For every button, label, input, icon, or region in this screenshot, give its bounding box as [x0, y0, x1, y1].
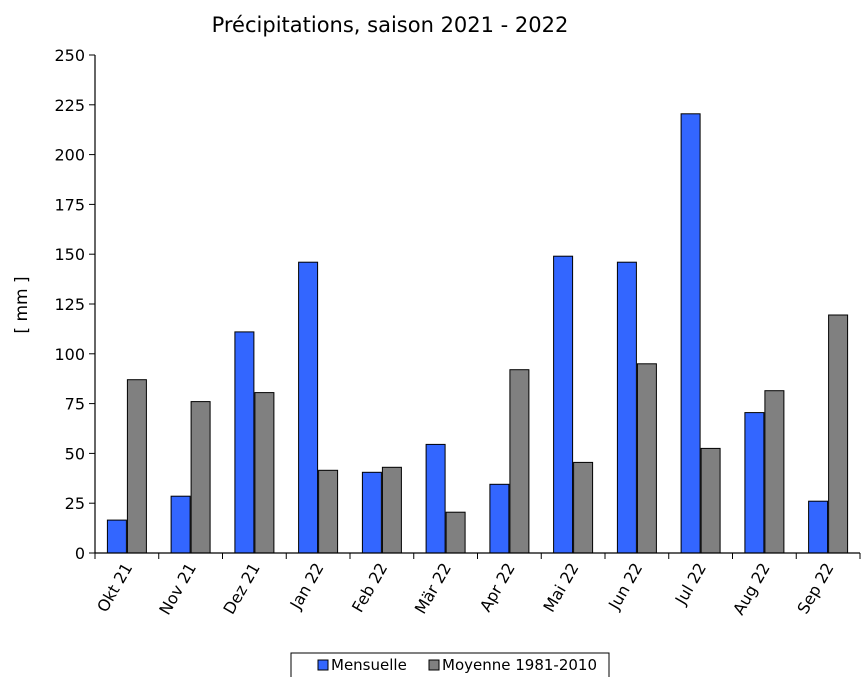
bar-mensuelle	[170, 495, 191, 554]
legend-swatch	[317, 659, 329, 671]
bar-mensuelle	[744, 412, 765, 554]
y-tick-label: 250	[54, 46, 85, 65]
bar-mensuelle	[361, 471, 382, 554]
x-tick-label: Nov 21	[155, 560, 200, 619]
bar-mensuelle	[808, 500, 829, 554]
x-axis-ticks: Okt 21 Nov 21 Dez 21 Jan 22 Feb 22 Mär 22 Apr …	[93, 553, 861, 619]
bar-moyenne	[254, 392, 275, 554]
y-tick-label: 200	[54, 146, 85, 165]
bar-moyenne	[828, 314, 849, 554]
y-tick-label: 150	[54, 245, 85, 264]
bar-mensuelle	[680, 113, 701, 554]
x-tick-label: Apr 22	[476, 560, 519, 616]
bar-moyenne	[573, 461, 594, 554]
y-tick-label: 125	[54, 295, 85, 314]
y-axis-ticks: 0 25 50 75 100 125 150 175 200 225 250	[54, 46, 95, 563]
y-tick-label: 25	[65, 494, 85, 513]
x-tick-label: Aug 22	[729, 560, 774, 619]
bar-moyenne	[318, 469, 339, 554]
x-tick-label: Jan 22	[286, 560, 328, 614]
legend: Mensuelle Moyenne 1981-2010	[290, 652, 610, 677]
chart-title: Précipitations, saison 2021 - 2022	[212, 13, 569, 37]
bar-moyenne	[509, 369, 530, 554]
bar-moyenne	[190, 401, 211, 554]
bars	[106, 113, 849, 554]
bar-mensuelle	[298, 261, 319, 554]
x-tick-label: Dez 21	[219, 560, 263, 618]
y-axis-label: [ mm ]	[12, 276, 32, 333]
x-tick-label: Mai 22	[539, 560, 582, 616]
x-tick-label: Feb 22	[348, 560, 391, 616]
legend-swatch	[428, 659, 440, 671]
y-tick-label: 0	[75, 544, 85, 563]
x-tick-label: Sep 22	[793, 560, 837, 618]
y-tick-label: 175	[54, 195, 85, 214]
x-tick-label: Mär 22	[411, 560, 455, 618]
bar-moyenne	[764, 390, 785, 554]
bar-moyenne	[636, 363, 657, 554]
bar-mensuelle	[616, 261, 637, 554]
legend-label: Moyenne 1981-2010	[442, 656, 597, 674]
x-tick-label: Jul 22	[671, 560, 710, 609]
y-tick-label: 100	[54, 345, 85, 364]
y-tick-label: 50	[65, 444, 85, 463]
bar-mensuelle	[553, 255, 574, 554]
bar-mensuelle	[106, 519, 127, 554]
bar-moyenne	[700, 447, 721, 554]
bar-moyenne	[126, 379, 147, 554]
x-tick-label: Jun 22	[604, 560, 646, 614]
y-tick-label: 225	[54, 96, 85, 115]
x-tick-label: Okt 21	[93, 560, 136, 616]
bar-moyenne	[445, 511, 466, 554]
y-tick-label: 75	[65, 395, 85, 414]
bar-mensuelle	[489, 483, 510, 554]
bar-mensuelle	[234, 331, 255, 554]
legend-box	[290, 652, 610, 677]
legend-label: Mensuelle	[331, 656, 407, 674]
bar-moyenne	[381, 466, 402, 554]
bar-mensuelle	[425, 443, 446, 554]
